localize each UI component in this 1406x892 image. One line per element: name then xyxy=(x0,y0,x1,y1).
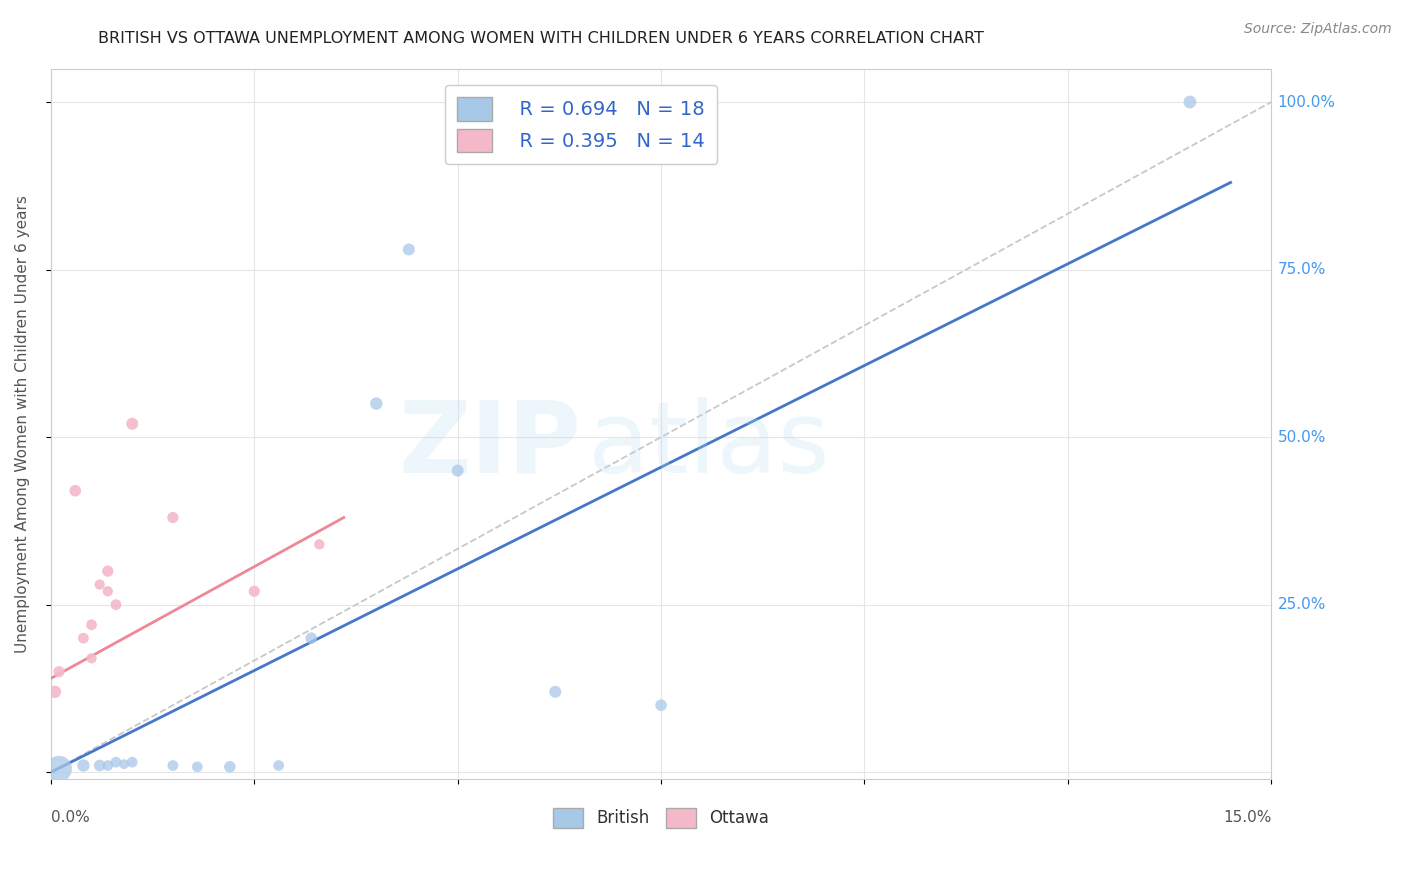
Point xyxy=(162,510,184,524)
Text: 0.0%: 0.0% xyxy=(51,810,90,824)
Point xyxy=(121,417,143,431)
Point xyxy=(112,757,135,772)
Text: 15.0%: 15.0% xyxy=(1223,810,1271,824)
Text: Source: ZipAtlas.com: Source: ZipAtlas.com xyxy=(1244,22,1392,37)
Point xyxy=(80,617,103,632)
Point xyxy=(72,758,94,772)
Point xyxy=(366,396,388,410)
Point xyxy=(48,762,70,776)
Point xyxy=(44,685,66,699)
Point xyxy=(218,760,240,774)
Text: BRITISH VS OTTAWA UNEMPLOYMENT AMONG WOMEN WITH CHILDREN UNDER 6 YEARS CORRELATI: BRITISH VS OTTAWA UNEMPLOYMENT AMONG WOM… xyxy=(98,31,984,46)
Point xyxy=(48,665,70,679)
Text: ZIP: ZIP xyxy=(399,397,582,493)
Point xyxy=(72,631,94,645)
Point xyxy=(80,651,103,665)
Point xyxy=(186,760,208,774)
Point xyxy=(89,758,111,772)
Point xyxy=(97,758,120,772)
Point xyxy=(97,584,120,599)
Point xyxy=(104,598,127,612)
Text: atlas: atlas xyxy=(588,397,830,493)
Point xyxy=(267,758,290,772)
Point xyxy=(650,698,672,713)
Text: 75.0%: 75.0% xyxy=(1278,262,1326,277)
Point xyxy=(398,243,420,257)
Point xyxy=(89,577,111,591)
Point xyxy=(104,755,127,769)
Point xyxy=(65,483,87,498)
Point xyxy=(121,755,143,769)
Text: 100.0%: 100.0% xyxy=(1278,95,1336,110)
Point xyxy=(447,464,470,478)
Point xyxy=(299,631,322,645)
Point xyxy=(544,685,567,699)
Point xyxy=(308,537,330,551)
Point xyxy=(243,584,266,599)
Text: 25.0%: 25.0% xyxy=(1278,597,1326,612)
Y-axis label: Unemployment Among Women with Children Under 6 years: Unemployment Among Women with Children U… xyxy=(15,194,30,653)
Point xyxy=(97,564,120,578)
Point xyxy=(1178,95,1201,109)
Point xyxy=(162,758,184,772)
Text: 50.0%: 50.0% xyxy=(1278,430,1326,444)
Legend: British, Ottawa: British, Ottawa xyxy=(546,801,776,835)
